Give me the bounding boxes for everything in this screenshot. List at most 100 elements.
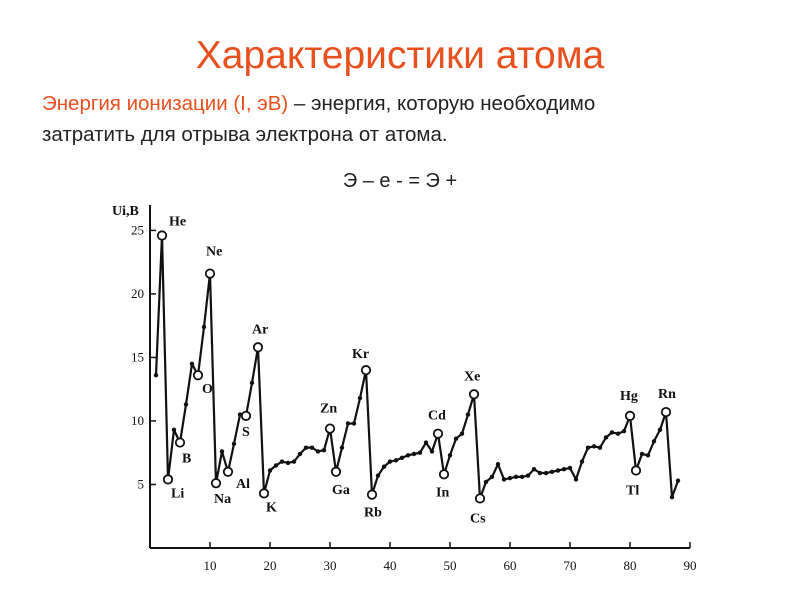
series-line bbox=[154, 234, 680, 500]
data-point bbox=[675, 478, 681, 483]
element-label-tl: Tl bbox=[626, 484, 639, 499]
x-tick-label: 20 bbox=[264, 558, 277, 573]
data-point bbox=[339, 445, 345, 450]
data-point bbox=[357, 395, 363, 401]
data-point bbox=[321, 447, 327, 453]
data-point bbox=[585, 445, 591, 450]
data-point bbox=[291, 459, 297, 464]
data-point bbox=[555, 468, 561, 473]
data-point bbox=[483, 479, 489, 485]
data-point bbox=[453, 436, 459, 441]
data-point bbox=[375, 473, 381, 478]
data-point bbox=[345, 421, 351, 426]
marker-ga bbox=[330, 466, 342, 477]
definition-line-2: затратить для отрыва электрона от атома. bbox=[42, 123, 448, 146]
element-label-k: K bbox=[266, 500, 277, 515]
axis-ticks: 5 10 15 20 25 10 20 30 40 50 60 70 80 90 bbox=[131, 222, 697, 573]
data-point bbox=[297, 451, 303, 457]
data-point bbox=[657, 427, 663, 433]
marker-al bbox=[222, 466, 234, 477]
marker-na bbox=[210, 478, 222, 489]
element-label-ar: Ar bbox=[252, 322, 268, 337]
data-point bbox=[303, 445, 309, 450]
marker-zn bbox=[324, 423, 336, 434]
data-point bbox=[459, 431, 465, 436]
y-axis-label: Ui,B bbox=[112, 204, 139, 219]
data-point bbox=[669, 494, 675, 500]
element-label-al: Al bbox=[236, 477, 250, 492]
element-label-in: In bbox=[436, 485, 449, 500]
definition-line-1: Энергия ионизации (I, эВ) – энергия, кот… bbox=[42, 88, 782, 119]
x-tick-label: 60 bbox=[504, 558, 517, 573]
element-label-o: O bbox=[202, 382, 213, 397]
data-point bbox=[387, 459, 393, 464]
data-point bbox=[531, 467, 537, 472]
marker-ne bbox=[204, 268, 216, 279]
data-point bbox=[549, 469, 555, 474]
element-label-ga: Ga bbox=[332, 483, 350, 498]
data-point bbox=[651, 439, 657, 444]
data-point bbox=[573, 477, 579, 482]
data-point bbox=[315, 449, 321, 454]
data-point bbox=[495, 461, 501, 467]
data-point bbox=[153, 373, 159, 378]
data-point bbox=[447, 453, 453, 458]
x-tick-label: 30 bbox=[324, 558, 337, 573]
term-ionization-energy: Энергия ионизации (I, эВ) bbox=[42, 92, 289, 115]
data-point bbox=[429, 449, 435, 454]
data-point bbox=[201, 324, 207, 330]
marker-rb bbox=[366, 489, 378, 500]
data-point bbox=[645, 453, 651, 458]
data-point bbox=[543, 470, 549, 476]
data-point bbox=[393, 458, 399, 463]
definition-text: Энергия ионизации (I, эВ) – энергия, кот… bbox=[42, 88, 782, 150]
data-point bbox=[417, 450, 423, 455]
x-tick-label: 90 bbox=[684, 558, 697, 573]
y-tick-label: 20 bbox=[131, 286, 144, 301]
page-title: Характеристики атома bbox=[195, 34, 605, 77]
data-point bbox=[285, 460, 291, 466]
data-point bbox=[525, 473, 531, 478]
marker-rn bbox=[660, 406, 672, 418]
element-label-b: B bbox=[182, 452, 191, 467]
marker-he bbox=[156, 230, 168, 241]
data-point bbox=[591, 444, 597, 449]
marker-k bbox=[258, 488, 270, 499]
marker-ar bbox=[252, 342, 264, 353]
ionization-formula: Э – е - = Э + bbox=[342, 170, 458, 192]
data-point bbox=[381, 464, 387, 469]
y-tick-label: 15 bbox=[131, 349, 144, 364]
marker-tl bbox=[630, 465, 642, 476]
data-point bbox=[537, 470, 543, 476]
data-point bbox=[279, 459, 285, 464]
element-label-li: Li bbox=[171, 486, 184, 501]
data-point bbox=[609, 430, 615, 435]
x-tick-label: 40 bbox=[384, 558, 397, 573]
y-tick-label: 10 bbox=[131, 413, 144, 428]
data-point bbox=[621, 428, 627, 434]
data-point bbox=[603, 435, 609, 440]
element-label-he: He bbox=[169, 214, 186, 229]
data-point bbox=[309, 445, 315, 450]
marker-hg bbox=[624, 410, 636, 421]
element-label-xe: Xe bbox=[464, 369, 480, 384]
data-point bbox=[189, 361, 195, 366]
element-label-cs: Cs bbox=[470, 511, 486, 526]
marker-b bbox=[174, 437, 186, 448]
data-point bbox=[597, 445, 603, 450]
data-point bbox=[273, 463, 279, 468]
marker-kr bbox=[360, 365, 372, 376]
element-label-zn: Zn bbox=[320, 402, 337, 417]
y-tick-label: 5 bbox=[138, 476, 145, 491]
y-tick-label: 25 bbox=[131, 222, 144, 237]
marker-cs bbox=[474, 493, 486, 504]
data-point bbox=[267, 468, 273, 473]
data-point bbox=[183, 402, 189, 407]
data-point bbox=[465, 412, 471, 417]
element-label-s: S bbox=[242, 425, 250, 440]
data-point bbox=[351, 421, 357, 426]
data-point bbox=[219, 449, 225, 454]
data-point bbox=[411, 451, 417, 457]
data-point bbox=[399, 455, 405, 461]
